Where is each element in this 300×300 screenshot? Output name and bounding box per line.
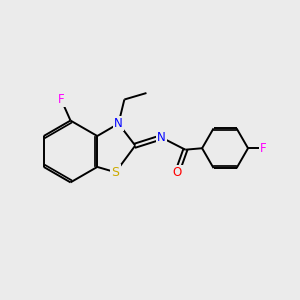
Text: F: F (58, 93, 64, 106)
Text: N: N (157, 131, 166, 144)
Text: N: N (114, 117, 123, 130)
Text: S: S (112, 166, 119, 179)
Text: O: O (172, 166, 182, 179)
Text: F: F (260, 142, 267, 155)
